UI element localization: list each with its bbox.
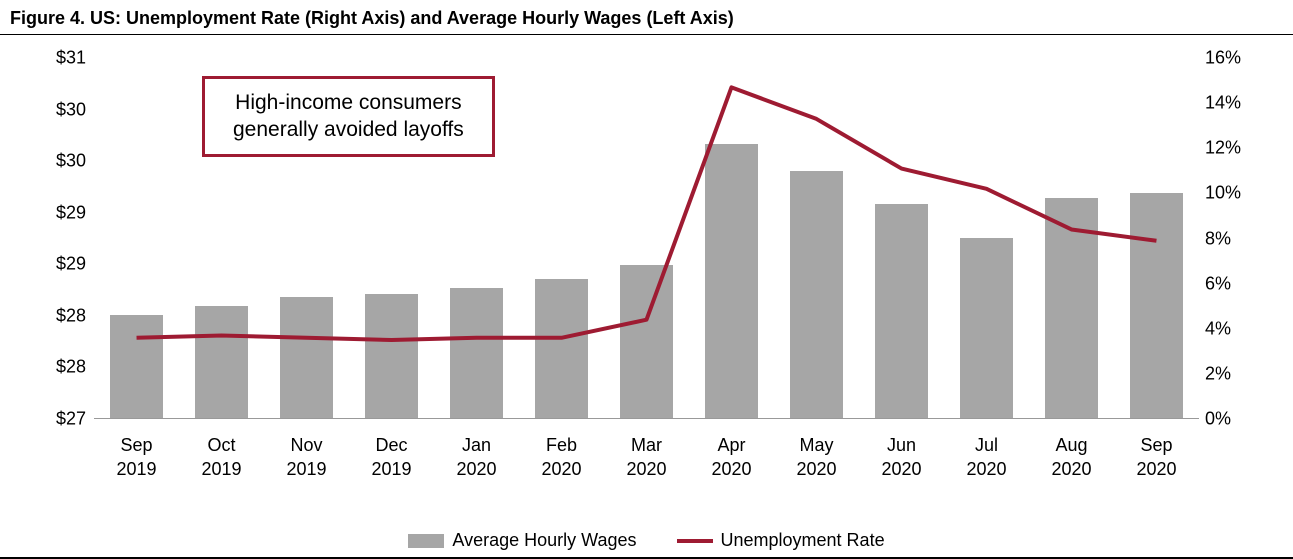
y-right-tick: 14% [1205, 93, 1249, 114]
legend-swatch-bar [408, 534, 444, 548]
y-left-tick: $29 [56, 254, 86, 275]
y-right-tick: 2% [1205, 363, 1249, 384]
x-label: Jun2020 [859, 434, 944, 481]
x-label: Jul2020 [944, 434, 1029, 481]
y-left-tick: $30 [56, 151, 86, 172]
x-label: Apr2020 [689, 434, 774, 481]
y-left-tick: $28 [56, 357, 86, 378]
y-right-tick: 8% [1205, 228, 1249, 249]
y-right-tick: 4% [1205, 318, 1249, 339]
x-label: Dec2019 [349, 434, 434, 481]
legend-item-line: Unemployment Rate [677, 530, 885, 551]
plot-area: $27$28$28$29$29$30$30$31 0%2%4%6%8%10%12… [94, 58, 1199, 419]
legend-item-bars: Average Hourly Wages [408, 530, 636, 551]
x-label: Sep2020 [1114, 434, 1199, 481]
x-label: Oct2019 [179, 434, 264, 481]
x-label: May2020 [774, 434, 859, 481]
y-left-tick: $27 [56, 409, 86, 430]
y-right-tick: 12% [1205, 138, 1249, 159]
legend-label-line: Unemployment Rate [721, 530, 885, 551]
y-left-tick: $31 [56, 48, 86, 69]
chart-container: $27$28$28$29$29$30$30$31 0%2%4%6%8%10%12… [60, 58, 1233, 499]
chart-title: Figure 4. US: Unemployment Rate (Right A… [10, 8, 734, 29]
title-rule [0, 34, 1293, 35]
y-right-tick: 10% [1205, 183, 1249, 204]
legend: Average Hourly Wages Unemployment Rate [0, 530, 1293, 551]
x-label: Mar2020 [604, 434, 689, 481]
y-left-tick: $30 [56, 99, 86, 120]
x-label: Sep2019 [94, 434, 179, 481]
y-right-tick: 0% [1205, 409, 1249, 430]
x-axis-labels: Sep2019Oct2019Nov2019Dec2019Jan2020Feb20… [94, 434, 1199, 481]
callout-box: High-income consumers generally avoided … [202, 76, 495, 157]
y-right-tick: 16% [1205, 48, 1249, 69]
x-label: Feb2020 [519, 434, 604, 481]
x-label: Nov2019 [264, 434, 349, 481]
y-right-tick: 6% [1205, 273, 1249, 294]
x-label: Aug2020 [1029, 434, 1114, 481]
legend-swatch-line [677, 539, 713, 543]
y-left-tick: $28 [56, 305, 86, 326]
legend-label-bars: Average Hourly Wages [452, 530, 636, 551]
x-label: Jan2020 [434, 434, 519, 481]
callout-line1: High-income consumers [233, 89, 464, 116]
callout-line2: generally avoided layoffs [233, 116, 464, 143]
y-left-tick: $29 [56, 202, 86, 223]
